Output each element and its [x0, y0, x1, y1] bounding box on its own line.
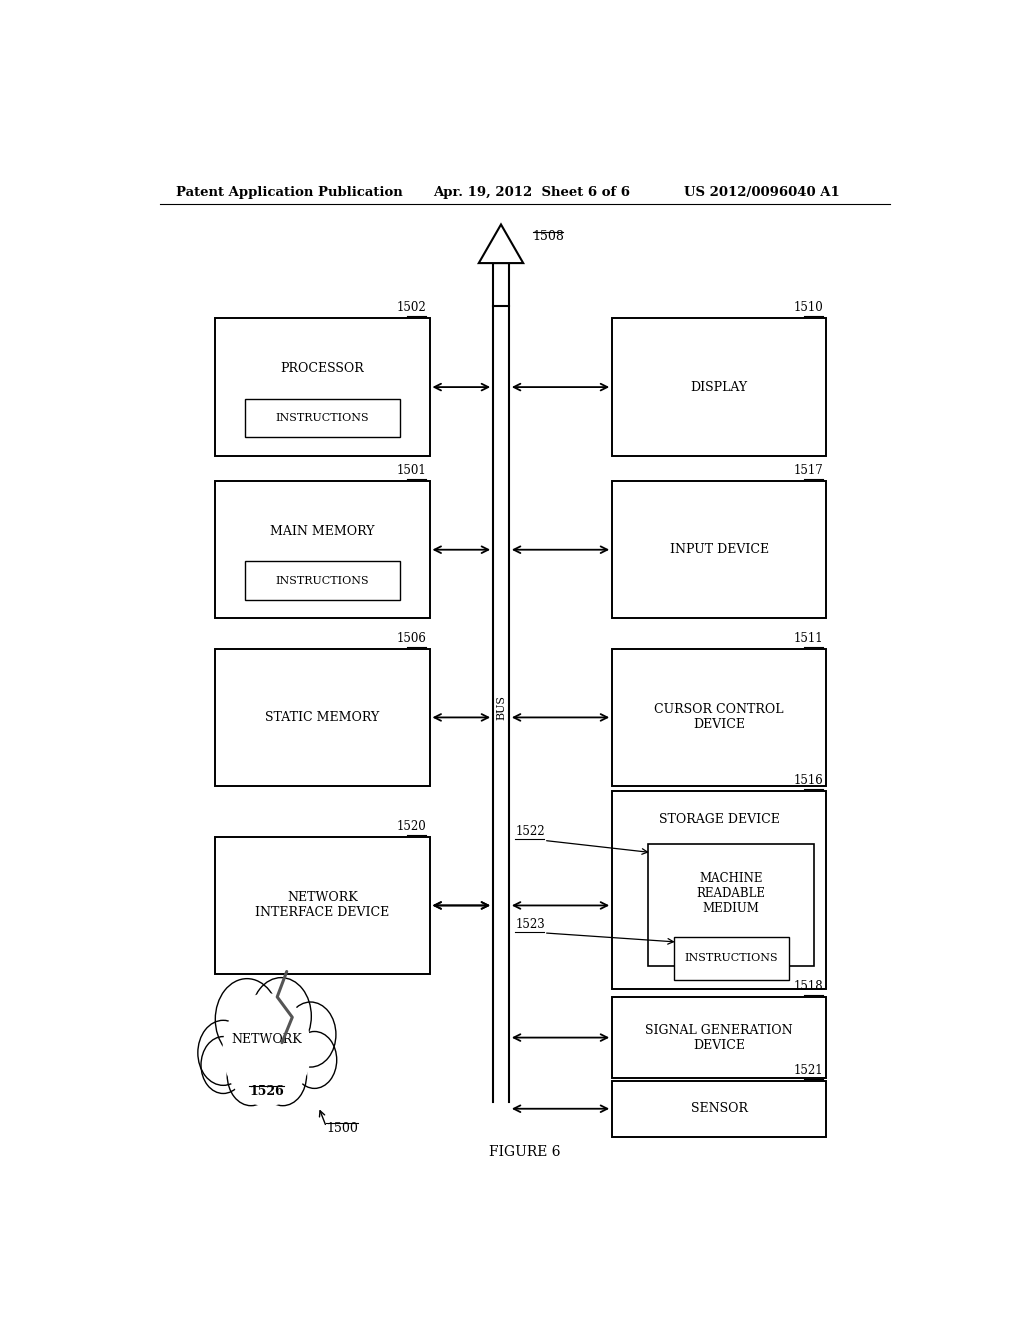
Text: 1526: 1526 [250, 1085, 285, 1098]
Text: 1506: 1506 [396, 632, 426, 644]
Text: 1521: 1521 [794, 1064, 823, 1077]
Text: INSTRUCTIONS: INSTRUCTIONS [684, 953, 778, 964]
Bar [246, 399, 399, 437]
Bar [612, 791, 826, 989]
Circle shape [227, 1044, 274, 1106]
Text: MAIN MEMORY: MAIN MEMORY [270, 525, 375, 539]
Text: STATIC MEMORY: STATIC MEMORY [265, 711, 380, 723]
Bar [215, 318, 430, 455]
Circle shape [259, 1044, 306, 1106]
Bar [612, 997, 826, 1078]
Text: 1508: 1508 [532, 230, 564, 243]
Bar [494, 263, 509, 306]
Polygon shape [479, 224, 523, 263]
Text: 1522: 1522 [515, 825, 545, 838]
Text: SIGNAL GENERATION
DEVICE: SIGNAL GENERATION DEVICE [645, 1023, 793, 1052]
Text: 1500: 1500 [327, 1122, 358, 1135]
Circle shape [292, 1031, 337, 1089]
Circle shape [201, 1036, 246, 1093]
Text: 1518: 1518 [794, 979, 823, 993]
Circle shape [198, 1020, 249, 1085]
Bar [215, 480, 430, 618]
Bar [612, 480, 826, 618]
Text: FIGURE 6: FIGURE 6 [489, 1144, 560, 1159]
Text: BUS: BUS [496, 694, 506, 719]
Bar [648, 845, 814, 966]
Text: NETWORK
INTERFACE DEVICE: NETWORK INTERFACE DEVICE [255, 891, 389, 920]
Text: INSTRUCTIONS: INSTRUCTIONS [275, 413, 370, 424]
Circle shape [215, 978, 279, 1060]
Text: 1517: 1517 [794, 465, 823, 477]
Text: 1511: 1511 [794, 632, 823, 644]
Text: MACHINE
READABLE
MEDIUM: MACHINE READABLE MEDIUM [696, 871, 766, 915]
Text: NETWORK: NETWORK [231, 1034, 302, 1047]
Bar [612, 649, 826, 785]
Circle shape [223, 994, 310, 1106]
Text: 1510: 1510 [794, 301, 823, 314]
Text: CURSOR CONTROL
DEVICE: CURSOR CONTROL DEVICE [654, 704, 784, 731]
Text: 1523: 1523 [515, 917, 545, 931]
Text: DISPLAY: DISPLAY [690, 380, 748, 393]
Bar [246, 561, 399, 601]
Text: 1501: 1501 [396, 465, 426, 477]
Circle shape [251, 978, 311, 1055]
Circle shape [285, 1002, 336, 1067]
Text: INSTRUCTIONS: INSTRUCTIONS [275, 576, 370, 586]
Bar [612, 318, 826, 455]
Text: STORAGE DEVICE: STORAGE DEVICE [658, 813, 779, 826]
Text: Patent Application Publication: Patent Application Publication [176, 186, 402, 199]
Text: 1516: 1516 [794, 774, 823, 787]
Bar [674, 937, 788, 979]
Text: US 2012/0096040 A1: US 2012/0096040 A1 [684, 186, 840, 199]
Bar [215, 837, 430, 974]
Text: 1520: 1520 [396, 820, 426, 833]
Text: Apr. 19, 2012  Sheet 6 of 6: Apr. 19, 2012 Sheet 6 of 6 [433, 186, 631, 199]
Bar [612, 1081, 826, 1137]
Bar [215, 649, 430, 785]
Text: 1502: 1502 [396, 301, 426, 314]
Text: INPUT DEVICE: INPUT DEVICE [670, 544, 769, 556]
Text: PROCESSOR: PROCESSOR [281, 362, 365, 375]
Text: SENSOR: SENSOR [691, 1102, 748, 1115]
